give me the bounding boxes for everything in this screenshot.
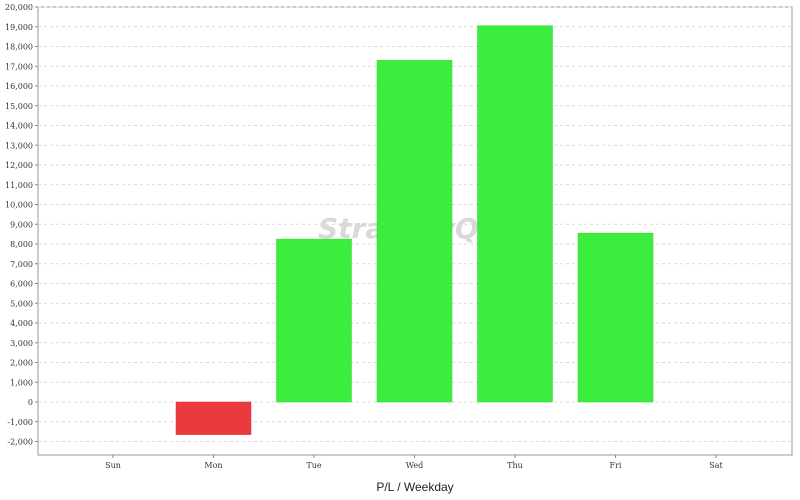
y-tick-label: 8,000 bbox=[10, 240, 33, 249]
y-tick-label: 19,000 bbox=[5, 23, 33, 32]
x-tick-label: Fri bbox=[610, 461, 622, 470]
y-tick-label: 0 bbox=[28, 398, 33, 407]
y-tick-label: 14,000 bbox=[5, 122, 33, 131]
y-tick-label: 10,000 bbox=[5, 201, 33, 210]
bar-tue bbox=[276, 238, 352, 403]
bar-fri bbox=[577, 232, 654, 403]
x-axis-ticks: Sun Mon Tue Wed Thu Fri Sat bbox=[105, 455, 724, 470]
y-axis-ticks: -2,000 -1,000 0 1,000 2,000 3,000 4,000 5,000 6,… bbox=[5, 3, 38, 447]
bars bbox=[175, 25, 654, 435]
bar-wed bbox=[376, 60, 453, 403]
y-tick-label: 12,000 bbox=[5, 161, 33, 170]
y-tick-label: 13,000 bbox=[5, 141, 33, 150]
y-tick-label: 2,000 bbox=[10, 359, 33, 368]
x-tick-label: Wed bbox=[406, 461, 423, 470]
y-tick-label: -1,000 bbox=[7, 418, 33, 427]
y-tick-label: 7,000 bbox=[10, 260, 33, 269]
y-tick-label: 11,000 bbox=[5, 181, 33, 190]
y-tick-label: 5,000 bbox=[10, 299, 33, 308]
y-tick-label: 1,000 bbox=[10, 378, 33, 387]
x-axis-title: P/L / Weekday bbox=[376, 480, 453, 494]
x-tick-label: Thu bbox=[507, 461, 523, 470]
y-tick-label: 4,000 bbox=[10, 319, 33, 328]
x-tick-label: Sat bbox=[709, 461, 723, 470]
y-tick-label: -2,000 bbox=[7, 438, 33, 447]
bar-thu bbox=[477, 25, 553, 403]
y-tick-label: 3,000 bbox=[10, 339, 33, 348]
y-tick-label: 17,000 bbox=[5, 62, 33, 71]
x-tick-label: Tue bbox=[306, 461, 321, 470]
y-tick-label: 16,000 bbox=[5, 82, 33, 91]
y-tick-label: 6,000 bbox=[10, 280, 33, 289]
y-tick-label: 9,000 bbox=[10, 220, 33, 229]
y-tick-label: 20,000 bbox=[5, 3, 33, 12]
y-tick-label: 15,000 bbox=[5, 102, 33, 111]
y-tick-label: 18,000 bbox=[5, 43, 33, 52]
x-tick-label: Sun bbox=[105, 461, 121, 470]
x-tick-label: Mon bbox=[204, 461, 222, 470]
bar-mon bbox=[175, 401, 252, 435]
